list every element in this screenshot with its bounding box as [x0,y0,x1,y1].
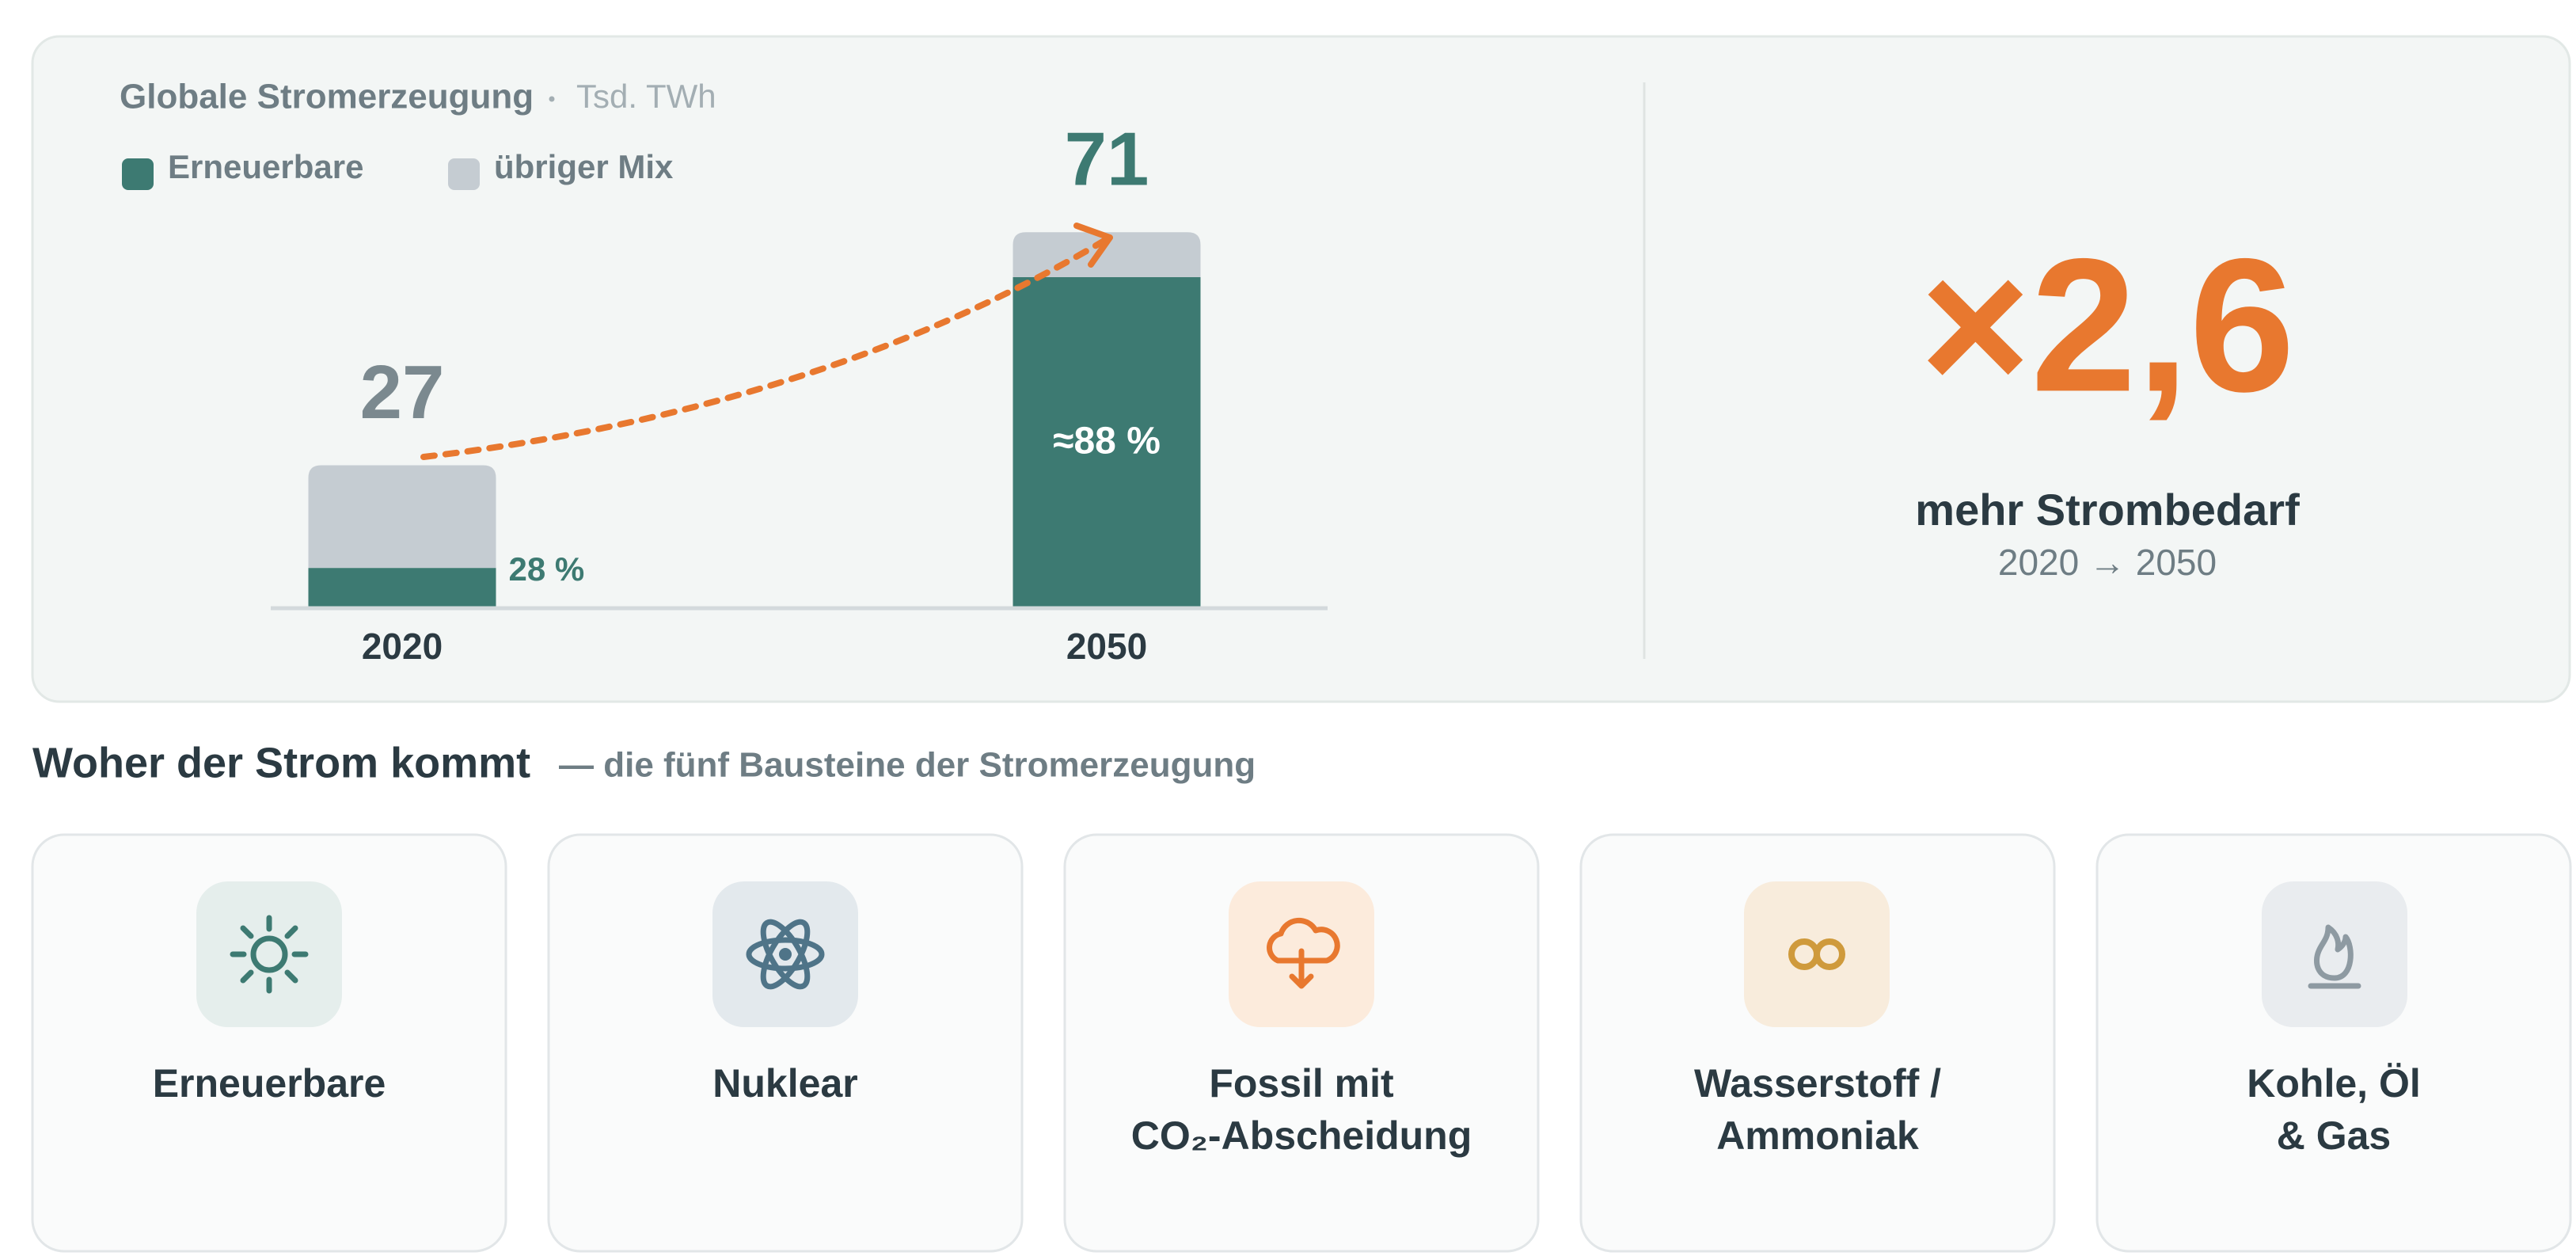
card-label: Kohle, Öl [2247,1061,2420,1106]
card-label: Fossil mit [1209,1061,1394,1106]
card-label: Nuklear [712,1061,857,1106]
card-label: Erneuerbare [153,1061,386,1106]
legend-label: Erneuerbare [168,148,363,185]
bar-segment [308,568,496,608]
card-label: Wasserstoff / [1694,1061,1941,1106]
section-title: Woher der Strom kommt [32,739,530,786]
icon-flame [2262,881,2407,1027]
card-label: CO₂-Abscheidung [1131,1113,1472,1158]
chart-unit: Tsd. TWh [576,78,716,115]
bar-total: 27 [360,350,445,435]
chart-title: Globale Stromerzeugung [120,78,534,116]
icon-sun [196,881,342,1027]
share-label: ≈88 % [1053,421,1161,462]
section-subtitle: — die fünf Bausteine der Stromerzeugung [559,746,1256,785]
card-label: Ammoniak [1716,1113,1919,1158]
icon-cloud [1229,881,1374,1027]
growth-arrow [420,236,1110,460]
legend-label: übriger Mix [494,148,674,185]
share-label: 28 % [509,550,585,588]
bar-total: 71 [1065,117,1149,202]
separator-dot [549,96,555,102]
icon-infinity [1744,881,1890,1027]
legend-swatch [122,158,154,190]
icon-atom [712,881,858,1027]
card [31,833,507,1253]
card [547,833,1024,1253]
bar-segment [1013,277,1201,608]
kpi-sub: 2020 → 2050 [1998,542,2217,583]
legend-swatch [448,158,480,190]
cards: Erneuerbare Nuklear Fossil mit CO₂-Abscheid… [31,833,2572,1253]
kpi-value: ×2,6 [1920,219,2295,431]
summary-panel [31,35,2571,703]
kpi-label: mehr Strombedarf [1915,485,2300,535]
growth-arrow-head [1073,223,1113,268]
card [2095,833,2572,1253]
card-icons [196,881,2407,1027]
card-label: & Gas [2277,1113,2392,1158]
bar-segment [308,465,496,569]
x-tick-label: 2050 [1066,626,1147,667]
x-tick-label: 2020 [362,626,443,667]
card [1579,833,2056,1253]
card [1063,833,1540,1253]
